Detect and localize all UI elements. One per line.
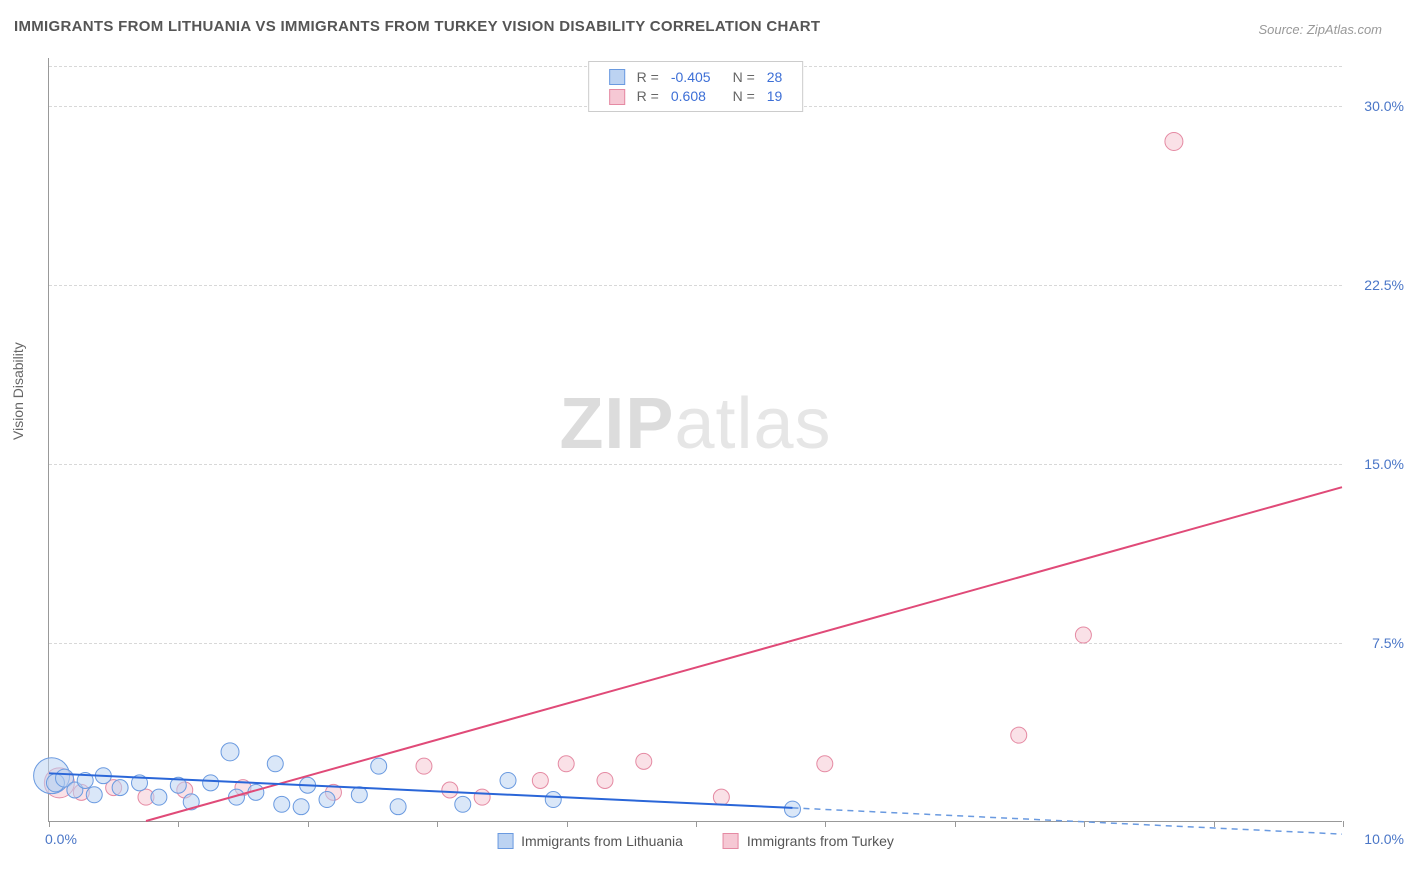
legend-swatch-turkey [723, 833, 739, 849]
data-point [221, 743, 239, 761]
r-value: -0.405 [665, 67, 717, 86]
r-label: R = [631, 86, 665, 105]
x-tick [308, 821, 309, 827]
data-point [713, 789, 729, 805]
n-value: 19 [761, 86, 789, 105]
corr-swatch [609, 89, 625, 105]
x-tick [955, 821, 956, 827]
data-point [390, 799, 406, 815]
data-point [500, 772, 516, 788]
data-point [784, 801, 800, 817]
source-attribution: Source: ZipAtlas.com [1258, 22, 1382, 37]
data-point [455, 796, 471, 812]
data-point [532, 772, 548, 788]
x-axis-origin-label: 0.0% [45, 831, 77, 847]
legend-item-turkey: Immigrants from Turkey [723, 833, 894, 849]
x-tick [1214, 821, 1215, 827]
legend-label-lithuania: Immigrants from Lithuania [521, 833, 683, 849]
data-point [86, 787, 102, 803]
data-point [442, 782, 458, 798]
corr-legend-row: R =-0.405N =28 [603, 67, 789, 86]
data-point [1165, 132, 1183, 150]
series-legend: Immigrants from Lithuania Immigrants fro… [497, 833, 894, 849]
data-point [636, 753, 652, 769]
data-point [351, 787, 367, 803]
y-axis-title: Vision Disability [10, 342, 26, 440]
corr-legend-row: R =0.608N =19 [603, 86, 789, 105]
r-value: 0.608 [665, 86, 717, 105]
trend-line [792, 808, 1342, 834]
y-tick-label: 15.0% [1364, 456, 1404, 472]
plot-area: ZIPatlas 7.5%15.0%22.5%30.0% R =-0.405N … [48, 58, 1342, 822]
y-tick-label: 22.5% [1364, 277, 1404, 293]
x-tick [696, 821, 697, 827]
r-label: R = [631, 67, 665, 86]
legend-swatch-lithuania [497, 833, 513, 849]
data-point [371, 758, 387, 774]
n-label: N = [717, 67, 761, 86]
data-point [1075, 627, 1091, 643]
data-point [1011, 727, 1027, 743]
data-point [293, 799, 309, 815]
data-point [817, 756, 833, 772]
data-point [274, 796, 290, 812]
legend-label-turkey: Immigrants from Turkey [747, 833, 894, 849]
data-point [558, 756, 574, 772]
data-point [545, 792, 561, 808]
x-tick [825, 821, 826, 827]
data-point [319, 792, 335, 808]
data-point [597, 772, 613, 788]
chart-svg [49, 58, 1342, 821]
trend-line [146, 487, 1342, 821]
n-label: N = [717, 86, 761, 105]
x-tick [567, 821, 568, 827]
n-value: 28 [761, 67, 789, 86]
x-tick [178, 821, 179, 827]
y-tick-label: 30.0% [1364, 98, 1404, 114]
corr-swatch [609, 69, 625, 85]
data-point [112, 780, 128, 796]
x-axis-end-label: 10.0% [1364, 831, 1404, 847]
correlation-legend: R =-0.405N =28R =0.608N =19 [588, 61, 804, 112]
data-point [416, 758, 432, 774]
chart-title: IMMIGRANTS FROM LITHUANIA VS IMMIGRANTS … [14, 18, 820, 35]
data-point [151, 789, 167, 805]
x-tick [437, 821, 438, 827]
data-point [474, 789, 490, 805]
y-tick-label: 7.5% [1372, 635, 1404, 651]
x-tick [1084, 821, 1085, 827]
data-point [267, 756, 283, 772]
x-tick [49, 821, 50, 827]
data-point [203, 775, 219, 791]
legend-item-lithuania: Immigrants from Lithuania [497, 833, 683, 849]
x-tick [1343, 821, 1344, 827]
